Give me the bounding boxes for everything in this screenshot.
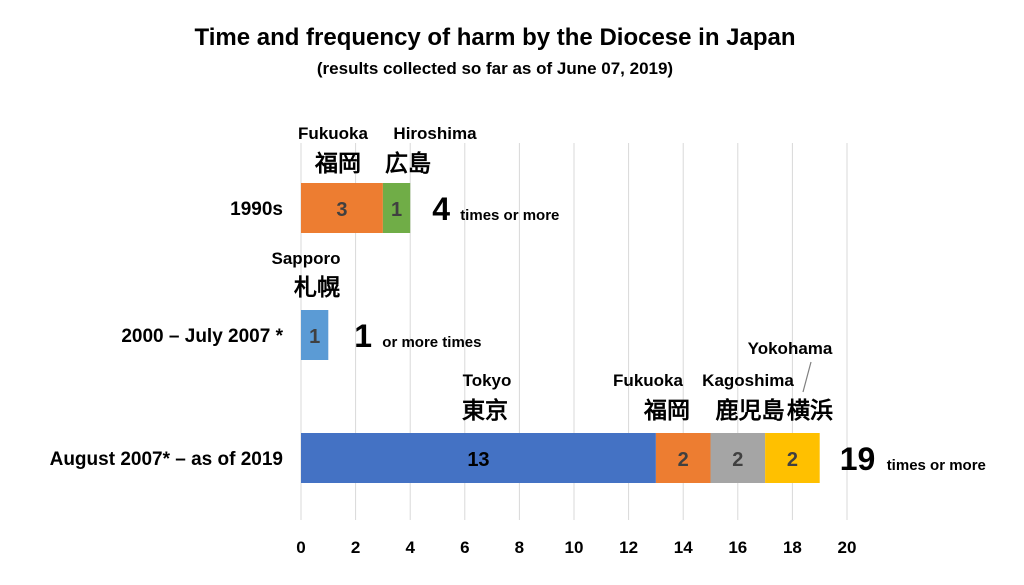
place-label-jp: 広島 bbox=[385, 150, 431, 177]
x-tick-label: 12 bbox=[619, 538, 638, 557]
x-tick-label: 10 bbox=[565, 538, 584, 557]
chart-subtitle: (results collected so far as of June 07,… bbox=[316, 59, 674, 78]
place-label-jp: 横浜 bbox=[787, 398, 833, 424]
data-label: 1 bbox=[309, 326, 320, 348]
place-label-jp: 福岡 bbox=[643, 398, 690, 424]
place-label-en: Fukuoka bbox=[298, 124, 368, 143]
total-text: or more times bbox=[382, 334, 481, 351]
place-label-en: Hiroshima bbox=[393, 124, 477, 143]
x-tick-label: 20 bbox=[838, 538, 857, 557]
category-label: 2000 – July 2007 * bbox=[121, 326, 283, 347]
bar-segment bbox=[382, 183, 411, 233]
bar-segment bbox=[765, 433, 820, 483]
data-label: 1 bbox=[391, 199, 402, 221]
bar-segment bbox=[710, 433, 766, 483]
bar-segment bbox=[301, 433, 656, 483]
place-label-en: Tokyo bbox=[463, 371, 512, 390]
x-tick-label: 18 bbox=[783, 538, 802, 557]
x-tick-label: 4 bbox=[405, 538, 415, 557]
total-value: 4 bbox=[432, 191, 450, 227]
total-value: 19 bbox=[840, 441, 876, 477]
data-label: 3 bbox=[336, 199, 347, 221]
category-label: 1990s bbox=[230, 199, 283, 220]
total-text: times or more bbox=[460, 207, 559, 224]
x-tick-label: 6 bbox=[460, 538, 469, 557]
leader-line bbox=[802, 361, 812, 393]
place-label-en: Yokohama bbox=[748, 339, 833, 358]
x-tick-label: 14 bbox=[674, 538, 693, 557]
total-value: 1 bbox=[354, 318, 372, 354]
bar-segment bbox=[655, 433, 711, 483]
data-label: 2 bbox=[787, 449, 798, 471]
place-label-jp: 東京 bbox=[462, 397, 508, 424]
total-text: times or more bbox=[887, 457, 986, 474]
x-tick-label: 16 bbox=[728, 538, 747, 557]
data-label: 13 bbox=[467, 449, 489, 471]
bar-segment bbox=[301, 183, 383, 233]
place-label-jp: 福岡 bbox=[314, 151, 361, 177]
x-tick-label: 0 bbox=[296, 538, 305, 557]
place-label-en: Sapporo bbox=[272, 249, 341, 268]
x-tick-label: 2 bbox=[351, 538, 360, 557]
bar-segment bbox=[301, 310, 329, 360]
data-label: 2 bbox=[732, 449, 743, 471]
x-tick-label: 8 bbox=[515, 538, 524, 557]
chart-title: Time and frequency of harm by the Dioces… bbox=[194, 24, 796, 51]
place-label-en: Kagoshima bbox=[702, 371, 794, 390]
category-label: August 2007* – as of 2019 bbox=[50, 449, 283, 470]
place-label-en: Fukuoka bbox=[613, 371, 683, 390]
place-label-jp: 鹿児島 bbox=[716, 397, 785, 424]
place-label-jp: 札幌 bbox=[293, 275, 340, 301]
data-label: 2 bbox=[678, 449, 689, 471]
